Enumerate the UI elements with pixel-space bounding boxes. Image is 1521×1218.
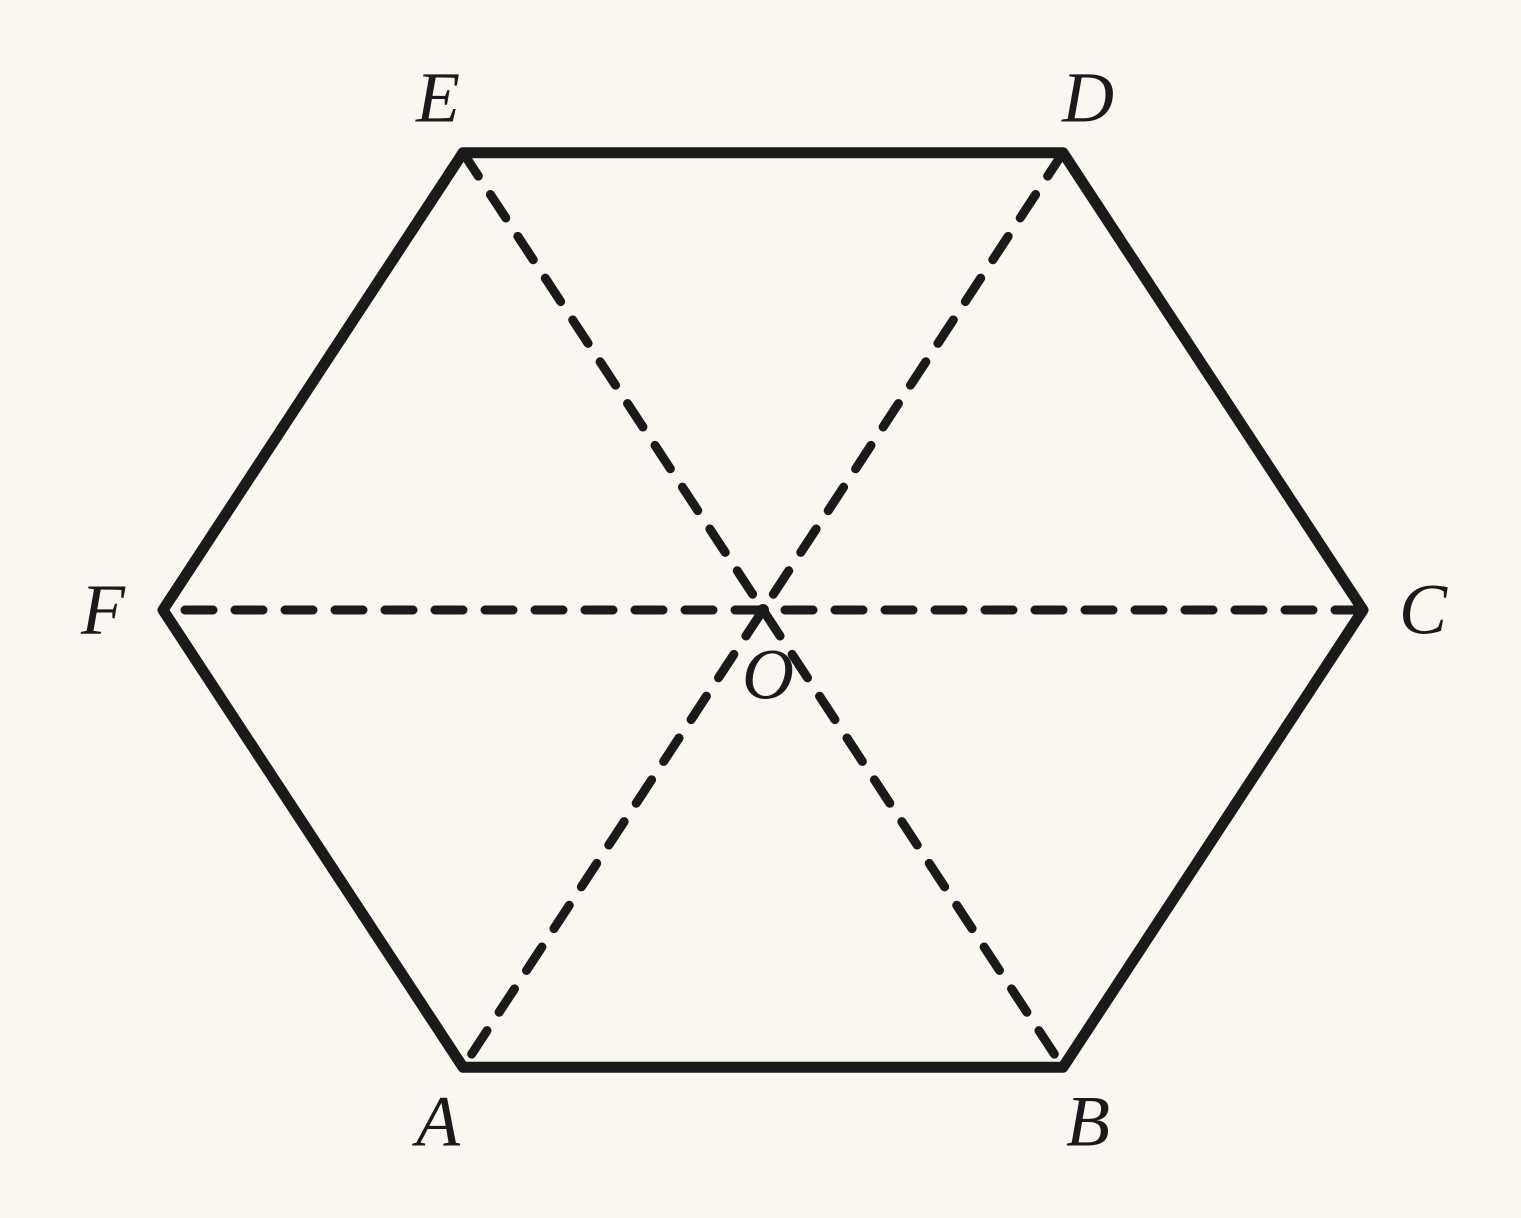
vertex-label-c: C (1399, 569, 1447, 652)
vertex-label-e: E (416, 56, 460, 139)
vertex-label-f: F (81, 569, 125, 652)
vertex-label-b: B (1066, 1081, 1110, 1164)
hexagon-diagram (0, 0, 1521, 1218)
center-dot (757, 604, 769, 616)
vertex-label-d: D (1062, 56, 1114, 139)
center-label: O (742, 634, 794, 717)
vertex-label-a: A (416, 1081, 460, 1164)
